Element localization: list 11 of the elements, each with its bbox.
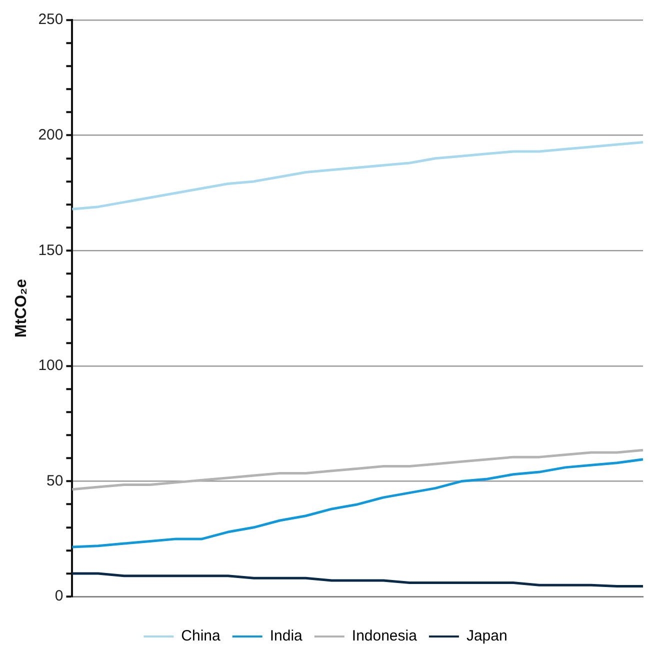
y-tick-label: 250 xyxy=(38,11,64,28)
legend-label: India xyxy=(270,628,304,645)
legend-label: Japan xyxy=(466,628,508,645)
y-tick-label: 50 xyxy=(46,472,64,490)
y-tick-label: 0 xyxy=(54,588,64,605)
legend-label: Indonesia xyxy=(352,628,418,645)
y-tick-label: 200 xyxy=(38,126,64,144)
legend-label: China xyxy=(181,628,222,645)
y-axis-title: MtCO₂e xyxy=(13,278,30,338)
y-tick-label: 100 xyxy=(38,357,64,374)
y-tick-label: 150 xyxy=(38,242,64,259)
